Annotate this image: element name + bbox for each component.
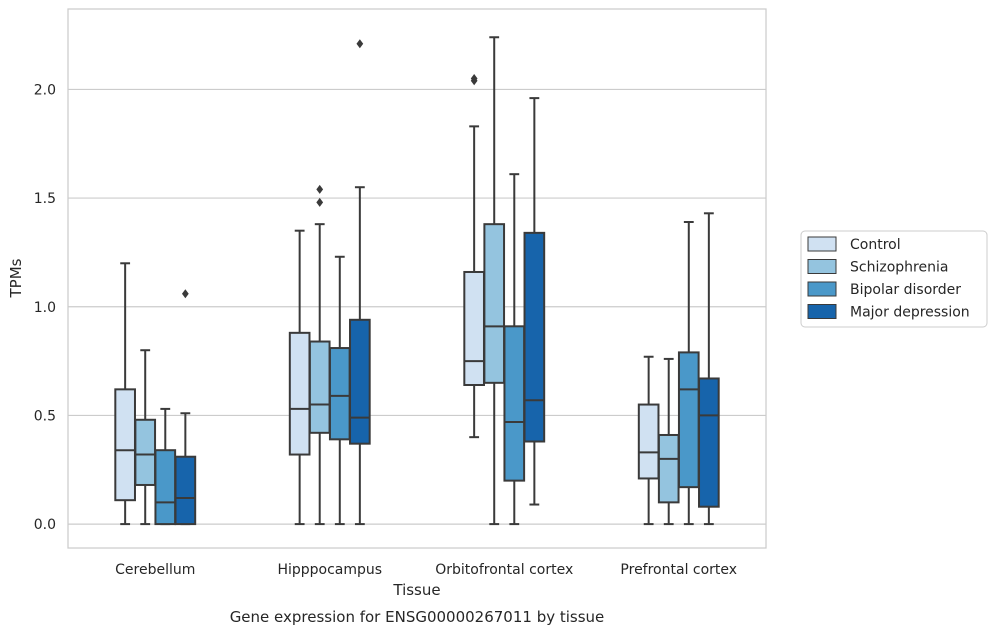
box-hipppocampus-schizophrenia [308,184,331,526]
x-tick-label: Cerebellum [115,562,195,578]
box-body [154,449,177,526]
x-axis-label: Tissue [392,581,440,599]
box-prefrontal-cortex-bipolar-disorder [677,220,700,526]
legend-item: Control [807,236,901,253]
box-prefrontal-cortex-control [637,355,660,526]
legend-label: Bipolar disorder [850,282,961,298]
outlier-point [316,184,324,194]
box-hipppocampus-control [288,229,311,526]
legend-label: Control [850,237,901,253]
box-orbitofrontal-cortex-control [463,74,485,439]
box-hipppocampus-major-depression [349,39,371,526]
y-tick-label: 1.0 [34,300,56,316]
box-plots [114,36,720,526]
y-tick-label: 0.5 [34,408,56,424]
box-prefrontal-cortex-major-depression [698,212,720,526]
box-hipppocampus-bipolar-disorder [328,255,351,526]
y-tick-label: 2.0 [34,82,56,98]
box-body [698,377,720,508]
box-body [114,388,136,502]
box-body [134,418,157,486]
legend-swatch [807,304,837,319]
outlier-point [316,197,324,207]
box-body [637,403,660,480]
legend-item: Schizophrenia [807,259,948,276]
box-orbitofrontal-cortex-schizophrenia [483,36,506,526]
box-orbitofrontal-cortex-bipolar-disorder [503,173,526,526]
legend-label: Schizophrenia [850,260,948,276]
x-tick-label: Prefrontal cortex [620,562,737,578]
box-body [463,270,485,386]
box-body [523,231,546,443]
legend-swatch [807,259,837,274]
legend-item: Major depression [807,304,970,321]
box-body [174,455,197,526]
x-tick-label: Hipppocampus [277,562,382,578]
box-body [503,325,526,482]
box-cerebellum-schizophrenia [134,349,157,526]
box-cerebellum-control [114,262,136,526]
y-tick-label: 0.0 [34,517,56,533]
box-prefrontal-cortex-schizophrenia [657,357,680,526]
legend-label: Major depression [850,305,970,321]
box-cerebellum-major-depression [174,289,197,526]
x-tick-label: Orbitofrontal cortex [435,562,573,578]
plot-frame [67,8,767,549]
box-body [328,347,351,441]
box-body [308,340,331,434]
box-body [288,331,311,456]
legend-item: Bipolar disorder [807,281,961,298]
y-axis-label: TPMs [7,258,25,298]
box-body [349,318,371,445]
box-body [657,433,680,504]
outlier-point [181,289,189,299]
outlier-point [356,39,364,49]
box-body [483,223,506,384]
box-cerebellum-bipolar-disorder [154,407,177,526]
legend-swatch [807,236,837,252]
y-tick-labels: 0.0 0.5 1.0 1.5 2.0 [34,82,56,533]
legend: Control Schizophrenia Bipolar disorder Majo… [800,230,988,328]
x-tick-labels: Cerebellum Hipppocampus Orbitofrontal cort… [115,562,737,578]
chart-caption: Gene expression for ENSG00000267011 by t… [230,608,605,626]
y-tick-label: 1.5 [34,191,56,207]
box-body [677,351,700,489]
legend-frame [800,230,988,328]
outlier-point [470,74,478,84]
box-orbitofrontal-cortex-major-depression [523,97,546,506]
legend-swatch [807,281,837,297]
